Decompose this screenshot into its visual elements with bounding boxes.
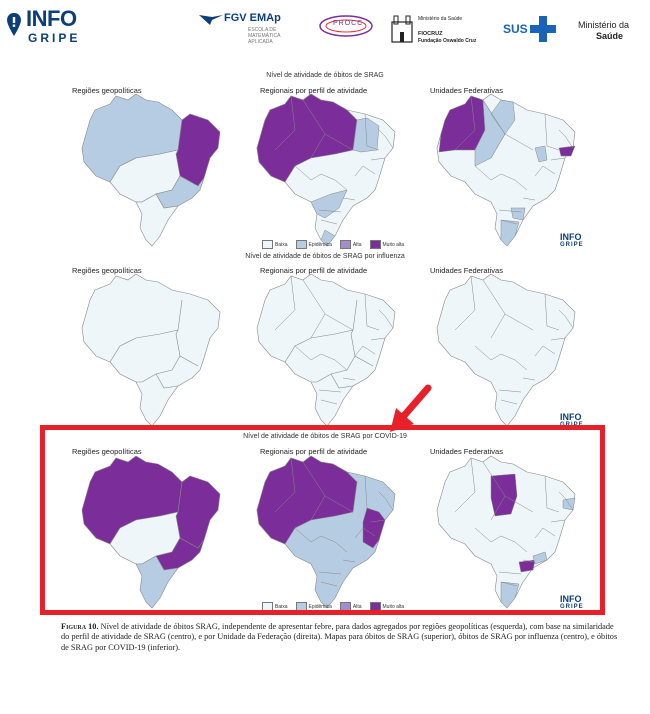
map-covid-ufs bbox=[436, 455, 576, 609]
fgv-subtitle: ESCOLA DE MATEMÁTICA APLICADA bbox=[248, 27, 281, 45]
legend-muito-alta: Muito alta bbox=[382, 241, 405, 248]
procc-logo-graphic bbox=[319, 15, 373, 37]
legend-baixa: Baixa bbox=[275, 241, 288, 248]
figure-caption-text: Nível de atividade de óbitos SRAG, indep… bbox=[61, 622, 618, 652]
map-srag-ufs bbox=[436, 93, 576, 247]
map-label-ufs: Unidades Federativas bbox=[430, 447, 503, 456]
ministerio-line2: Saúde bbox=[596, 31, 624, 41]
map-influenza-ufs bbox=[436, 273, 576, 427]
logo-header: INFO GRIPE FGV EMAp ESCOLA DE MATEMÁTICA A… bbox=[0, 0, 650, 62]
map-label-ufs: Unidades Federativas bbox=[430, 86, 503, 95]
map-label-regioes: Regiões geopolíticas bbox=[72, 86, 142, 95]
figure-caption: Figura 10. Nível de atividade de óbitos … bbox=[61, 622, 621, 653]
map-label-regionais: Regionais por perfil de atividade bbox=[260, 447, 368, 456]
ministerio-line1: Ministério da bbox=[578, 20, 630, 30]
map-covid-regionais bbox=[256, 455, 396, 609]
section-title-influenza: Nível de atividade de óbitos de SRAG por… bbox=[245, 253, 405, 260]
legend-epidemica: Epidêmica bbox=[308, 603, 332, 610]
legend-epidemica: Epidêmica bbox=[308, 241, 332, 248]
legend-alta: Alta bbox=[352, 603, 362, 610]
legend-srag: Baixa Epidêmica Alta Muito alta bbox=[262, 240, 409, 249]
fgv-wing-icon bbox=[199, 15, 223, 25]
map-srag-regionais bbox=[256, 93, 396, 247]
figure-label: Figura 10. bbox=[61, 622, 99, 631]
highlight-box bbox=[40, 425, 605, 615]
map-influenza-regionais bbox=[256, 273, 396, 427]
fiocruz-ministry-label: Ministério da Saúde bbox=[418, 16, 463, 22]
map-label-ufs: Unidades Federativas bbox=[430, 266, 503, 275]
watermark-infogripe-1: INFO GRIPE bbox=[560, 232, 584, 249]
map-label-regionais: Regionais por perfil de atividade bbox=[260, 86, 368, 95]
map-influenza-regioes bbox=[81, 273, 221, 427]
watermark-infogripe-3: INFO GRIPE bbox=[560, 594, 584, 611]
fgv-emap-logo: FGV EMAp bbox=[224, 12, 281, 24]
red-arrow-icon bbox=[390, 384, 432, 432]
map-label-regionais: Regionais por perfil de atividade bbox=[260, 266, 368, 275]
sus-cross-icon bbox=[530, 16, 556, 42]
map-srag-regioes bbox=[81, 93, 221, 247]
map-label-regioes: Regiões geopolíticas bbox=[72, 447, 142, 456]
sus-logo: SUS bbox=[503, 22, 528, 36]
location-pin-icon bbox=[7, 13, 21, 36]
section-title-covid: Nível de atividade de óbitos de SRAG por… bbox=[243, 433, 407, 440]
fiocruz-castle-icon bbox=[391, 15, 413, 43]
procc-logo: PROCC bbox=[333, 20, 364, 27]
map-label-regioes: Regiões geopolíticas bbox=[72, 266, 142, 275]
fiocruz-subtitle: Fundação Oswaldo Cruz bbox=[418, 38, 477, 44]
legend-alta: Alta bbox=[352, 241, 362, 248]
fiocruz-name: FIOCRUZ bbox=[418, 31, 443, 37]
infogripe-logo-bottom: GRIPE bbox=[28, 31, 81, 45]
infogripe-logo-top: INFO bbox=[26, 6, 77, 31]
legend-muito-alta: Muito alta bbox=[382, 603, 405, 610]
section-title-srag: Nível de atividade de óbitos de SRAG bbox=[266, 72, 384, 79]
legend-baixa: Baixa bbox=[275, 603, 288, 610]
